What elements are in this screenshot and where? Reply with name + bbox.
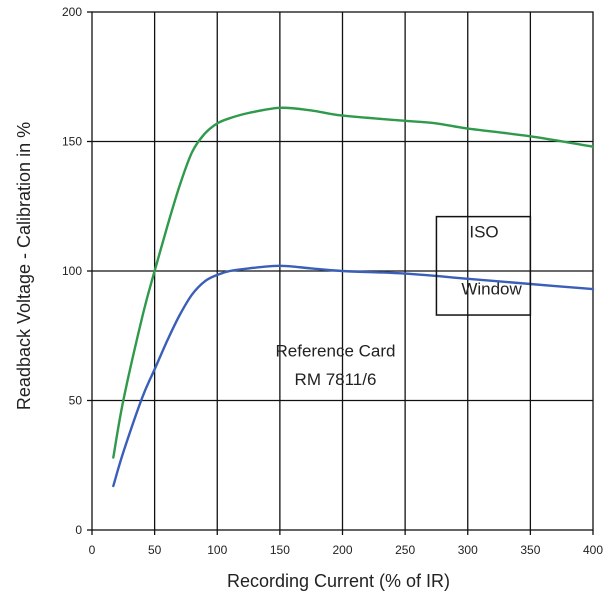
iso-window-box-group: ISO Window (435, 215, 532, 316)
window-label: Window (461, 279, 522, 298)
x-tick-label-150: 150 (270, 543, 290, 557)
x-tick-label-100: 100 (207, 543, 227, 557)
x-tick-label-300: 300 (458, 543, 478, 557)
y-tick-label-50: 50 (69, 394, 83, 408)
blue-series-line (112, 264, 595, 488)
x-tick-label-0: 0 (89, 543, 96, 557)
iso-label: ISO (469, 222, 498, 241)
y-tick-label-150: 150 (62, 135, 82, 149)
series-layer (112, 106, 595, 488)
iso-window-box (435, 215, 532, 316)
y-tick-label-100: 100 (62, 264, 82, 278)
tick-labels: 0 50 100 150 200 250 300 350 400 0 50 100 150 200 (62, 5, 603, 557)
y-tick-label-200: 200 (62, 5, 82, 19)
y-axis-title: Readback Voltage - Calibration in % (14, 122, 34, 410)
x-axis-title: Recording Current (% of IR) (227, 571, 450, 591)
x-tick-label-200: 200 (332, 543, 352, 557)
x-tick-label-350: 350 (520, 543, 540, 557)
annotations: Reference Card RM 7811/6 (275, 341, 395, 388)
annotation-1: Reference Card (275, 341, 395, 360)
green-series-line (112, 106, 595, 459)
annotation-2: RM 7811/6 (295, 370, 377, 389)
y-tick-label-0: 0 (75, 523, 82, 537)
x-tick-label-400: 400 (583, 543, 603, 557)
x-tick-label-50: 50 (148, 543, 162, 557)
plot-frame (91, 11, 594, 531)
x-tick-label-250: 250 (395, 543, 415, 557)
grid-layer (87, 11, 594, 535)
